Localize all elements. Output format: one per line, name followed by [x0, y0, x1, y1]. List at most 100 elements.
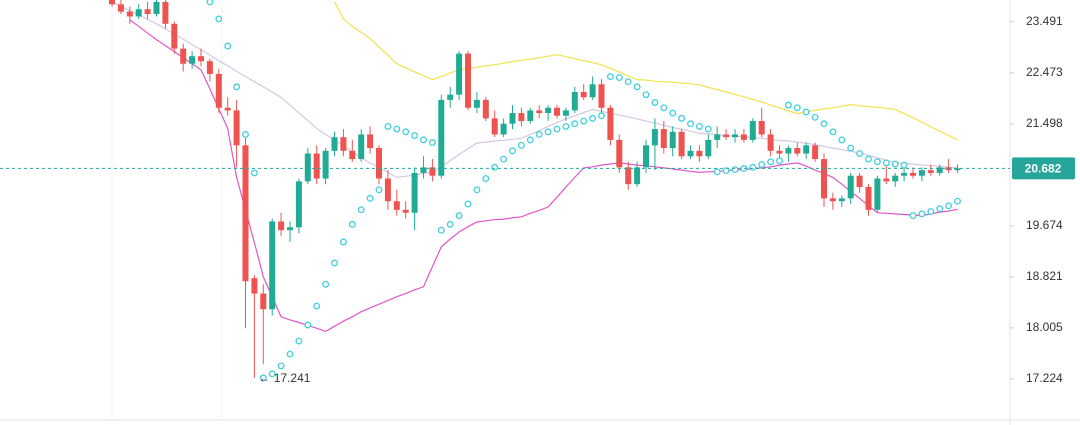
- sar-dot: [891, 160, 899, 168]
- sar-dot: [784, 101, 792, 109]
- sar-dot: [865, 155, 872, 163]
- candle-body: [705, 139, 712, 157]
- candle-body: [340, 137, 347, 151]
- candle-body: [126, 11, 133, 17]
- sar-dot: [446, 220, 454, 228]
- plot-area: [0, 0, 1010, 382]
- candle-body: [491, 118, 498, 135]
- sar-dot: [793, 104, 801, 112]
- sar-dot: [268, 370, 276, 378]
- candle-body: [554, 107, 560, 116]
- candle-body: [509, 113, 516, 124]
- sar-dot: [660, 104, 668, 112]
- indicator-line: [129, 19, 958, 333]
- candle-body: [260, 293, 267, 310]
- candle-body: [153, 1, 160, 15]
- sar-dot: [313, 302, 321, 310]
- sar-dot: [322, 280, 330, 288]
- candle-body: [536, 110, 543, 114]
- candle-body: [295, 181, 302, 228]
- candle-body: [456, 53, 463, 95]
- sar-dot: [954, 197, 961, 205]
- candle-body: [634, 167, 641, 185]
- candle-body: [393, 201, 400, 210]
- candle-body: [865, 186, 872, 210]
- sar-dot: [366, 194, 374, 202]
- y-tick-label: 18.005: [1026, 320, 1063, 334]
- sar-dot: [695, 122, 703, 130]
- candle-body: [776, 150, 783, 154]
- candle-body: [927, 170, 934, 173]
- candle-body: [384, 178, 391, 202]
- sar-dot: [909, 212, 917, 220]
- y-tick-label: 18.821: [1026, 269, 1063, 283]
- sar-dot: [571, 120, 579, 128]
- sar-dot: [384, 122, 392, 130]
- candle-body: [518, 113, 525, 122]
- sar-dot: [224, 42, 232, 50]
- candle-body: [794, 148, 801, 154]
- sar-dot: [936, 205, 944, 213]
- candle-body: [678, 131, 685, 157]
- candle-body: [162, 1, 169, 24]
- sar-dot: [286, 350, 294, 358]
- candle-body: [812, 145, 819, 160]
- sar-dot: [811, 113, 819, 121]
- y-tick-label: 23.491: [1026, 14, 1063, 28]
- candle-body: [767, 134, 774, 151]
- candle-body: [500, 123, 507, 135]
- sar-dot: [820, 120, 828, 128]
- candle-body: [117, 4, 124, 12]
- sar-dot: [615, 74, 623, 81]
- candle-body: [198, 56, 204, 62]
- candle-body: [135, 9, 142, 17]
- candle-body: [171, 23, 178, 49]
- sar-dot: [669, 109, 677, 117]
- sar-dot: [428, 139, 436, 147]
- candle-body: [473, 99, 480, 108]
- sar-dot: [900, 161, 908, 169]
- sar-dot: [598, 112, 605, 120]
- candle-body: [376, 148, 382, 179]
- y-tick-label: 21.498: [1026, 116, 1063, 130]
- sar-dot: [277, 362, 285, 370]
- candle-body: [358, 134, 365, 160]
- candle-body: [420, 167, 427, 173]
- last-price-label: 20.682: [1025, 162, 1062, 176]
- sar-dot: [829, 128, 837, 136]
- candle-body: [883, 178, 890, 182]
- candle-body: [714, 134, 721, 140]
- sar-dot: [687, 120, 694, 128]
- candle-body: [625, 167, 632, 185]
- sar-dot: [642, 91, 650, 99]
- sar-dot: [375, 186, 383, 194]
- sar-dot: [215, 15, 223, 23]
- candle-body: [180, 48, 187, 64]
- candle-body: [901, 172, 908, 176]
- candle-body: [287, 227, 293, 231]
- candle-body: [785, 148, 792, 154]
- sar-dot: [606, 73, 614, 80]
- sar-dot: [847, 144, 855, 152]
- candle-body: [580, 92, 587, 98]
- candle-body: [545, 107, 552, 114]
- sar-dot: [749, 163, 757, 171]
- sar-dot: [758, 161, 766, 169]
- indicator-line: [333, 1, 958, 141]
- sar-dot: [704, 125, 712, 133]
- sar-dot: [482, 175, 490, 182]
- sar-dot: [500, 155, 508, 163]
- candle-body: [109, 0, 115, 5]
- sar-dot: [918, 210, 926, 218]
- sar-dot: [767, 158, 775, 166]
- sar-dot: [544, 128, 552, 136]
- candle-body: [838, 198, 845, 202]
- sar-dot: [473, 186, 481, 194]
- sar-dot: [526, 136, 534, 144]
- sar-dot: [802, 108, 810, 116]
- candle-body: [349, 150, 356, 160]
- candle-body: [465, 53, 471, 108]
